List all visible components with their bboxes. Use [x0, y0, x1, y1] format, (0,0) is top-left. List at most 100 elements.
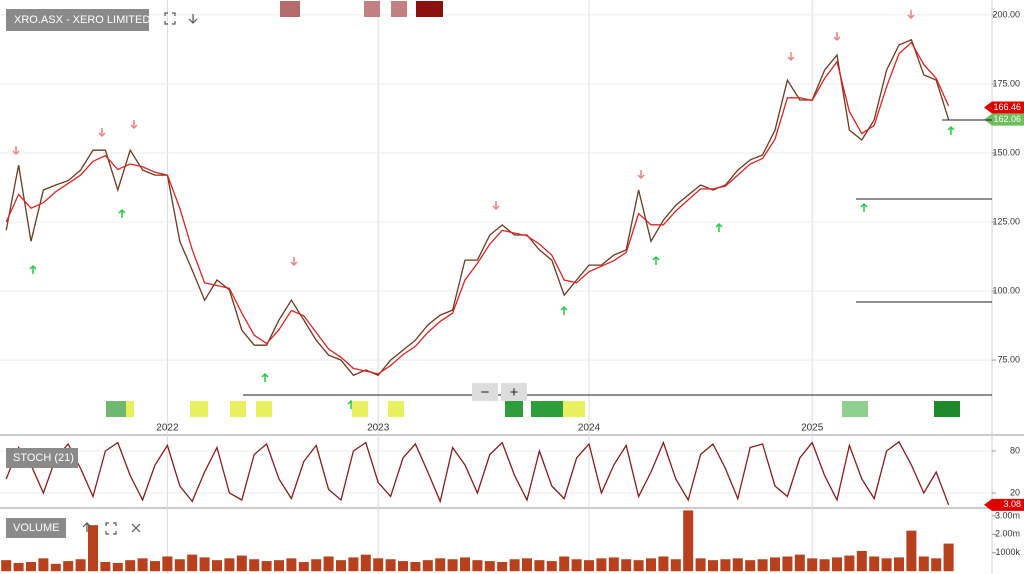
volume-bar — [323, 556, 334, 572]
sell-arrow — [98, 128, 106, 138]
volume-bar — [484, 561, 495, 572]
fullscreen-icon[interactable] — [105, 522, 117, 535]
zoom-in-button[interactable] — [501, 383, 527, 401]
zoom-out-button[interactable] — [472, 383, 498, 401]
signal-box[interactable] — [280, 1, 300, 17]
volume-bar — [249, 559, 260, 572]
volume-bar — [918, 556, 929, 572]
fullscreen-icon[interactable] — [164, 12, 176, 25]
y-tick-label: 175.00 — [992, 78, 1020, 88]
volume-bar — [856, 550, 867, 572]
sell-arrow — [12, 146, 20, 156]
title-box — [6, 9, 149, 31]
volume-bar — [943, 543, 954, 572]
volume-bar — [931, 558, 942, 572]
down-icon[interactable] — [188, 14, 198, 24]
volume-bar — [447, 559, 458, 572]
title-box — [6, 518, 66, 538]
volume-bar — [745, 560, 756, 572]
volume-bar — [782, 556, 793, 572]
volume-bar — [125, 560, 136, 572]
volume-bar — [869, 556, 880, 572]
volume-bar — [608, 557, 619, 572]
volume-bar — [832, 557, 842, 572]
series-line — [5, 38, 950, 377]
buy-arrow — [947, 125, 955, 135]
volume-bar — [695, 558, 706, 572]
signal-box[interactable] — [391, 1, 407, 17]
volume-bar — [732, 558, 743, 572]
volume-bar — [522, 558, 532, 572]
signal-box[interactable] — [106, 401, 126, 417]
signal-box[interactable] — [563, 401, 585, 417]
signal-box[interactable] — [934, 401, 960, 417]
signal-box[interactable] — [416, 1, 443, 17]
volume-bar — [633, 560, 644, 572]
volume-bar — [63, 561, 74, 572]
volume-bar — [385, 559, 396, 572]
volume-bar — [596, 558, 607, 572]
volume-bar — [435, 558, 446, 572]
volume-bar — [286, 558, 297, 572]
volume-bar — [150, 561, 160, 572]
signal-box[interactable] — [352, 401, 368, 417]
signal-box[interactable] — [190, 401, 208, 417]
price-tag — [984, 498, 1024, 511]
volume-bar — [794, 554, 805, 572]
volume-bar — [50, 563, 61, 572]
volume-bar — [274, 560, 284, 572]
y-tick-label: 200.00 — [992, 9, 1020, 19]
volume-bar — [360, 554, 371, 572]
volume-bar — [410, 562, 421, 572]
volume-bar — [658, 556, 669, 572]
price-tag — [984, 101, 1024, 114]
signal-box[interactable] — [531, 401, 563, 417]
volume-bar — [75, 559, 86, 572]
levels — [243, 119, 992, 396]
signal-arrows — [12, 10, 955, 409]
buy-arrow — [29, 264, 37, 274]
signal-box[interactable] — [842, 401, 868, 417]
sell-arrow — [290, 257, 298, 267]
zoom-out-label[interactable]: − — [481, 384, 490, 401]
close-icon[interactable] — [131, 523, 141, 533]
up-icon[interactable] — [82, 522, 92, 532]
volume-bar — [236, 555, 247, 572]
price-tag — [984, 113, 1024, 126]
volume-bar — [683, 510, 694, 572]
title-box — [6, 448, 78, 468]
y-tick-label: 3.00m — [995, 510, 1020, 520]
volume-bar — [497, 562, 508, 572]
signal-box[interactable] — [505, 401, 523, 417]
sell-arrow — [492, 201, 500, 211]
y-tick-label: 2.00m — [995, 529, 1020, 539]
volume-bar — [757, 559, 768, 572]
volume-bar — [646, 558, 656, 572]
zoom-in-label[interactable]: + — [510, 384, 519, 401]
x-tick-label: 2025 — [801, 423, 824, 434]
signal-box[interactable] — [388, 401, 404, 417]
volume-bar — [509, 559, 520, 572]
volume-bar — [162, 556, 173, 572]
signal-box[interactable] — [230, 401, 246, 417]
volume-bar — [348, 557, 359, 572]
signal-box[interactable] — [364, 1, 380, 17]
y-tick-label: 75.00 — [997, 354, 1020, 364]
volume-bar — [26, 562, 36, 572]
volume-bar — [906, 530, 917, 572]
price-tag-label: 162.06 — [993, 114, 1021, 124]
x-tick-label: 2022 — [156, 423, 179, 434]
volume-bar — [261, 561, 272, 572]
sell-arrow — [907, 10, 915, 20]
sell-arrow — [833, 32, 841, 42]
volume-bar — [13, 562, 24, 572]
indicator-title: VOLUME — [13, 522, 59, 534]
volume-bar — [298, 562, 309, 572]
x-tick-label: 2023 — [367, 423, 390, 434]
signal-box[interactable] — [126, 401, 134, 417]
volume-bar — [88, 525, 98, 572]
volume-bar — [460, 557, 470, 572]
signal-box[interactable] — [256, 401, 272, 417]
